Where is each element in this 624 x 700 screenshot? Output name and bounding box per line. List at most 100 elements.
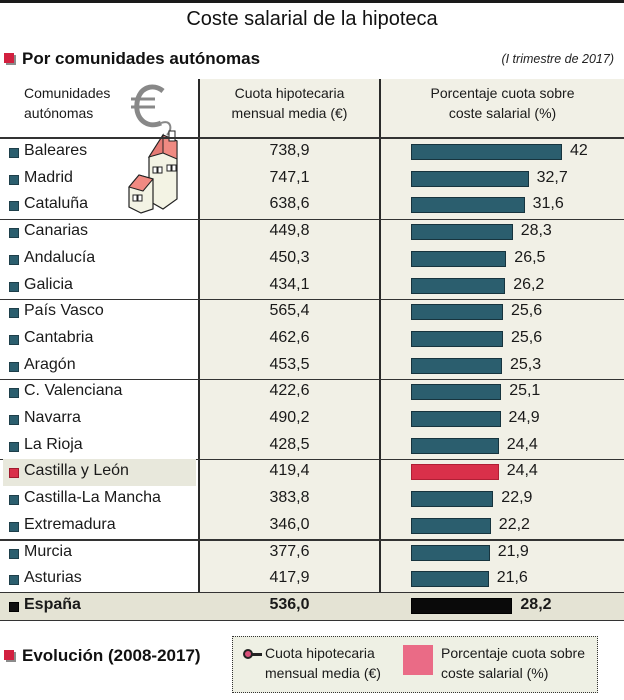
square-bullet-icon	[9, 548, 19, 559]
cuota-value: 536,0	[269, 595, 310, 613]
legend-line-icon	[252, 653, 262, 656]
cuota-value: 453,5	[269, 355, 310, 373]
pct-bar	[411, 544, 490, 561]
table-row: Cataluña 638,6 31,6	[0, 192, 624, 219]
pct-bar	[411, 517, 491, 534]
cuota-value: 346,0	[269, 515, 310, 533]
square-bullet-icon	[9, 334, 19, 345]
region-name: Castilla y León	[24, 462, 129, 480]
cuota-value: 434,1	[269, 275, 310, 293]
header-line: coste salarial (%)	[448, 105, 557, 121]
square-bullet-icon	[9, 575, 19, 586]
legend-area-text: Porcentaje cuota sobre	[441, 645, 585, 661]
pct-label: 22,9	[501, 489, 533, 507]
region-name: Extremadura	[24, 515, 116, 533]
table-row: Asturias 417,9 21,6	[0, 566, 624, 593]
region-name: Castilla-La Mancha	[24, 489, 161, 507]
region-name: Aragón	[24, 355, 76, 373]
cuota-value: 462,6	[269, 328, 310, 346]
table-row: Andalucía 450,3 26,5	[0, 246, 624, 273]
group-rule	[0, 298, 624, 301]
cuota-value: 565,4	[269, 302, 310, 320]
square-bullet-icon	[9, 228, 19, 239]
table-row: La Rioja 428,5 24,4	[0, 433, 624, 460]
cuota-value: 747,1	[269, 168, 310, 186]
region-name: La Rioja	[24, 435, 83, 453]
pct-label: 28,2	[520, 595, 552, 613]
pct-label: 26,2	[513, 275, 545, 293]
pct-label: 25,6	[511, 302, 543, 320]
pct-bar	[411, 170, 529, 187]
table-row: Cantabria 462,6 25,6	[0, 326, 624, 353]
pct-label: 24,4	[506, 435, 538, 453]
region-name: Madrid	[24, 168, 73, 186]
header-comunidades: Comunidades autónomas	[24, 83, 110, 123]
pct-bar	[411, 304, 503, 321]
table-row: Extremadura 346,0 22,2	[0, 513, 624, 540]
header-line: Comunidades	[24, 85, 111, 101]
square-bullet-icon	[9, 201, 19, 212]
pct-label: 26,5	[514, 248, 546, 266]
legend-area-label: Porcentaje cuota sobre coste salarial (%…	[441, 643, 585, 683]
region-name: Murcia	[24, 542, 73, 560]
legend: Cuota hipotecaria mensual media (€) Porc…	[232, 636, 598, 693]
cuota-value: 449,8	[269, 222, 310, 240]
region-name: Galicia	[24, 275, 73, 293]
pct-label: 31,6	[532, 195, 564, 213]
region-name: País Vasco	[24, 302, 104, 320]
header-rule	[0, 137, 624, 139]
pct-bar	[411, 277, 506, 294]
group-rule	[0, 378, 624, 381]
pct-bar	[411, 571, 489, 588]
table-row-total: España 536,0 28,2	[0, 592, 624, 620]
pct-label: 21,6	[496, 569, 528, 587]
region-name: Asturias	[24, 569, 82, 587]
group-rule	[0, 218, 624, 221]
table-row: Galicia 434,1 26,2	[0, 273, 624, 300]
table-row: Murcia 377,6 21,9	[0, 540, 624, 567]
table-row: Navarra 490,2 24,9	[0, 406, 624, 433]
top-rule	[0, 0, 624, 3]
region-name: Cantabria	[24, 328, 94, 346]
header-cuota: Cuota hipotecaria mensual media (€)	[200, 83, 379, 123]
square-bullet-icon	[9, 441, 19, 452]
group-rule	[0, 539, 624, 541]
cuota-value: 377,6	[269, 542, 310, 560]
header-line: mensual media (€)	[231, 105, 348, 121]
region-name: España	[24, 595, 81, 613]
legend-line-text: mensual media (€)	[265, 665, 381, 681]
pct-bar	[411, 224, 513, 241]
table-row: Aragón 453,5 25,3	[0, 353, 624, 380]
table-row: C. Valenciana 422,6 25,1	[0, 379, 624, 406]
data-table: Comunidades autónomas Cuota hipotecaria …	[0, 79, 624, 622]
pct-bar	[411, 250, 507, 267]
square-bullet-icon	[9, 254, 19, 265]
pct-bar	[411, 464, 499, 481]
chart-title: Coste salarial de la hipoteca	[186, 8, 438, 30]
pct-label: 32,7	[536, 168, 568, 186]
table-row: Castilla y León 419,4 24,4	[0, 459, 624, 487]
header-line: autónomas	[24, 105, 94, 121]
cuota-value: 428,5	[269, 435, 310, 453]
pct-bar	[411, 491, 494, 508]
table-row: País Vasco 565,4 25,6	[0, 299, 624, 326]
cuota-value: 450,3	[269, 248, 310, 266]
cuota-value: 738,9	[269, 142, 310, 159]
pct-bar	[411, 411, 501, 427]
pct-bar	[411, 144, 562, 160]
region-name: Andalucía	[24, 248, 96, 266]
column-divider	[198, 79, 200, 620]
cuota-value: 490,2	[269, 409, 310, 426]
header-porcentaje: Porcentaje cuota sobre coste salarial (%…	[381, 83, 624, 123]
pct-bar	[411, 330, 503, 347]
region-name: Canarias	[24, 222, 89, 240]
table-bottom-rule	[0, 619, 624, 622]
cuota-value: 417,9	[269, 569, 310, 587]
square-bullet-icon	[9, 388, 19, 399]
square-bullet-icon	[9, 495, 19, 506]
highlight-background	[3, 459, 196, 487]
section-title-comunidades: Por comunidades autónomas	[22, 49, 261, 68]
group-rule	[0, 458, 624, 461]
pct-bar	[411, 357, 502, 374]
pct-label: 25,6	[511, 328, 543, 346]
